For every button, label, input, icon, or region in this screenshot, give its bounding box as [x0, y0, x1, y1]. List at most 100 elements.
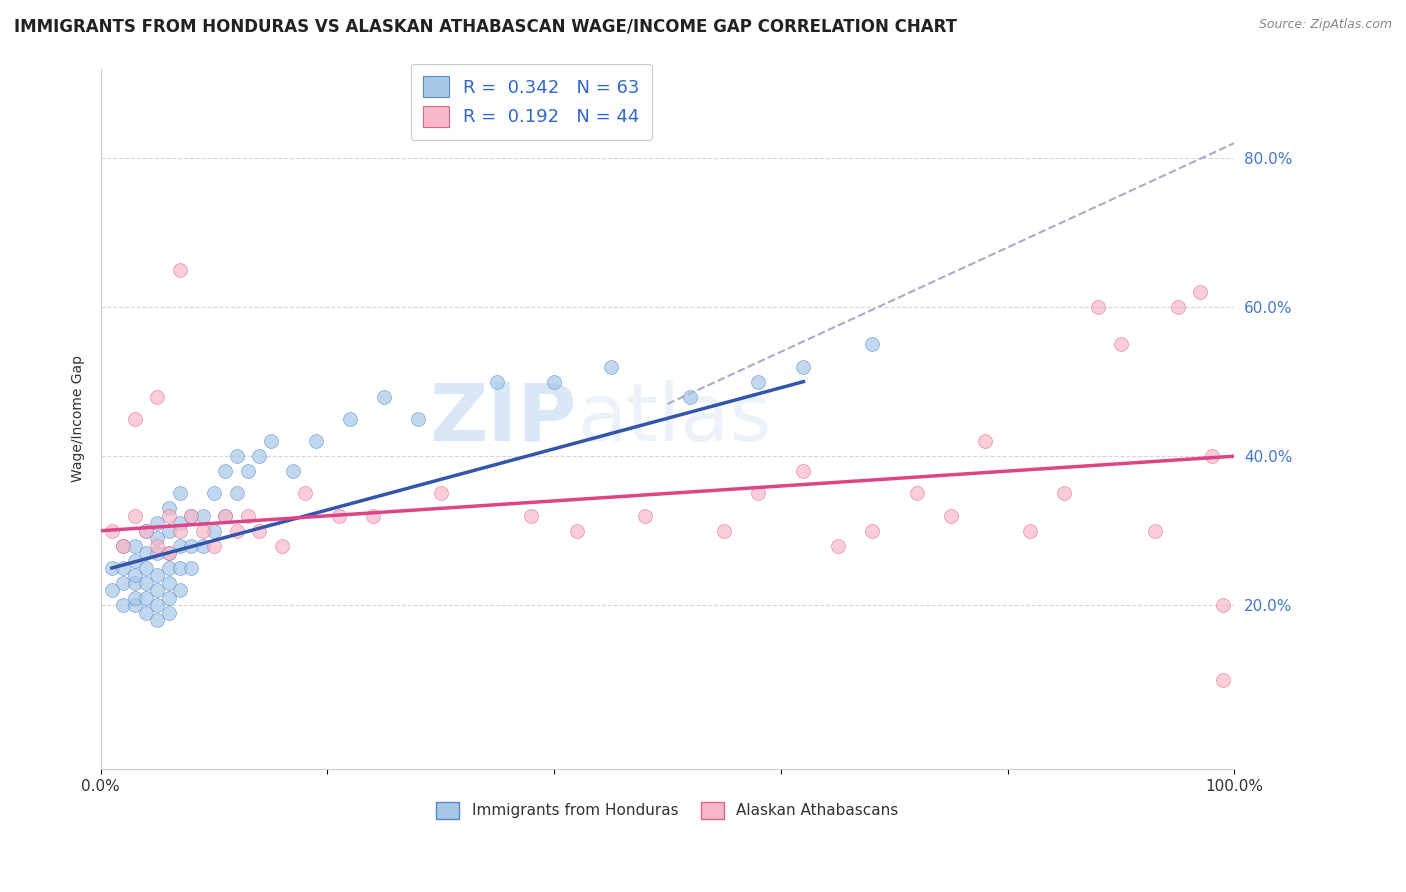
- Point: [146, 583, 169, 598]
- Point: [101, 524, 124, 538]
- Point: [180, 508, 202, 523]
- Point: [112, 539, 135, 553]
- Point: [157, 524, 180, 538]
- Point: [1167, 300, 1189, 314]
- Point: [157, 546, 180, 560]
- Point: [146, 568, 169, 582]
- Point: [247, 449, 270, 463]
- Point: [191, 539, 214, 553]
- Point: [1109, 337, 1132, 351]
- Point: [974, 434, 997, 449]
- Point: [135, 591, 157, 605]
- Point: [146, 599, 169, 613]
- Point: [124, 568, 146, 582]
- Point: [792, 359, 814, 374]
- Point: [225, 486, 247, 500]
- Point: [247, 524, 270, 538]
- Text: Source: ZipAtlas.com: Source: ZipAtlas.com: [1258, 18, 1392, 31]
- Point: [713, 524, 735, 538]
- Point: [271, 539, 294, 553]
- Point: [305, 434, 328, 449]
- Point: [1212, 673, 1234, 687]
- Point: [294, 486, 316, 500]
- Point: [146, 613, 169, 627]
- Point: [860, 337, 883, 351]
- Point: [1143, 524, 1166, 538]
- Point: [180, 561, 202, 575]
- Point: [157, 501, 180, 516]
- Point: [169, 486, 191, 500]
- Point: [135, 606, 157, 620]
- Point: [202, 539, 225, 553]
- Point: [146, 539, 169, 553]
- Point: [157, 561, 180, 575]
- Point: [1212, 599, 1234, 613]
- Point: [827, 539, 849, 553]
- Point: [328, 508, 350, 523]
- Point: [146, 531, 169, 545]
- Point: [905, 486, 928, 500]
- Point: [112, 576, 135, 591]
- Point: [146, 516, 169, 531]
- Point: [283, 464, 305, 478]
- Point: [157, 606, 180, 620]
- Point: [1087, 300, 1109, 314]
- Point: [112, 539, 135, 553]
- Point: [259, 434, 281, 449]
- Point: [135, 524, 157, 538]
- Point: [135, 576, 157, 591]
- Point: [202, 524, 225, 538]
- Point: [124, 412, 146, 426]
- Point: [747, 375, 769, 389]
- Legend: Immigrants from Honduras, Alaskan Athabascans: Immigrants from Honduras, Alaskan Athaba…: [430, 796, 904, 825]
- Point: [124, 508, 146, 523]
- Point: [236, 464, 259, 478]
- Point: [157, 576, 180, 591]
- Point: [214, 508, 236, 523]
- Point: [157, 591, 180, 605]
- Point: [202, 486, 225, 500]
- Point: [101, 583, 124, 598]
- Point: [169, 262, 191, 277]
- Point: [1019, 524, 1042, 538]
- Text: atlas: atlas: [576, 380, 770, 458]
- Point: [124, 553, 146, 567]
- Point: [486, 375, 509, 389]
- Point: [112, 599, 135, 613]
- Point: [225, 524, 247, 538]
- Point: [157, 508, 180, 523]
- Point: [124, 539, 146, 553]
- Point: [135, 546, 157, 560]
- Point: [543, 375, 565, 389]
- Y-axis label: Wage/Income Gap: Wage/Income Gap: [72, 355, 86, 483]
- Point: [191, 508, 214, 523]
- Point: [1189, 285, 1212, 300]
- Point: [792, 464, 814, 478]
- Point: [169, 516, 191, 531]
- Point: [124, 591, 146, 605]
- Point: [180, 539, 202, 553]
- Point: [679, 390, 702, 404]
- Point: [146, 546, 169, 560]
- Point: [124, 599, 146, 613]
- Point: [169, 524, 191, 538]
- Point: [214, 464, 236, 478]
- Point: [236, 508, 259, 523]
- Point: [361, 508, 384, 523]
- Point: [135, 524, 157, 538]
- Point: [135, 561, 157, 575]
- Point: [406, 412, 429, 426]
- Point: [373, 390, 395, 404]
- Point: [112, 561, 135, 575]
- Point: [599, 359, 621, 374]
- Point: [146, 390, 169, 404]
- Point: [860, 524, 883, 538]
- Point: [1201, 449, 1223, 463]
- Point: [157, 546, 180, 560]
- Point: [939, 508, 962, 523]
- Point: [169, 539, 191, 553]
- Point: [169, 583, 191, 598]
- Point: [1053, 486, 1076, 500]
- Point: [225, 449, 247, 463]
- Text: IMMIGRANTS FROM HONDURAS VS ALASKAN ATHABASCAN WAGE/INCOME GAP CORRELATION CHART: IMMIGRANTS FROM HONDURAS VS ALASKAN ATHA…: [14, 18, 957, 36]
